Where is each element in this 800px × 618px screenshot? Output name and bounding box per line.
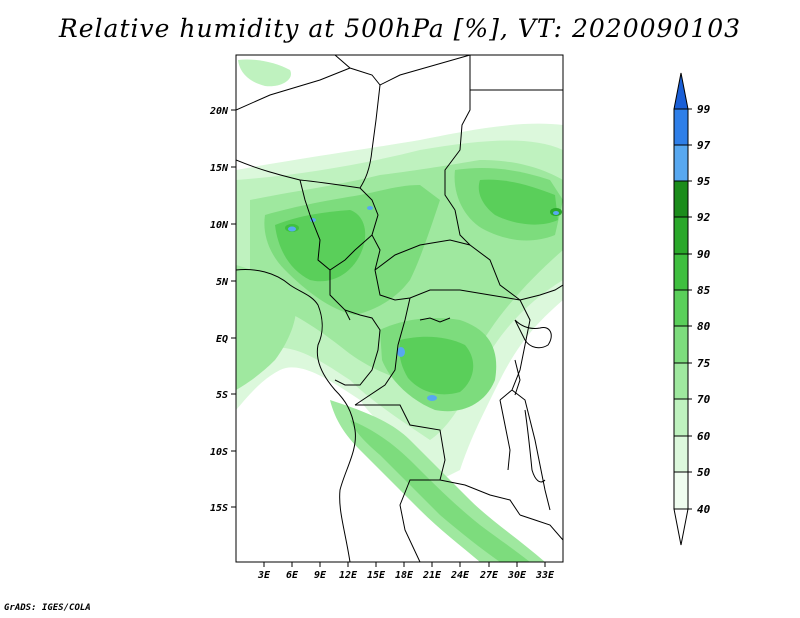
chart-title: Relative humidity at 500hPa [%], VT: 202… [58, 14, 742, 43]
lat-label: 10S [210, 447, 228, 458]
colorbar-label: 90 [697, 248, 711, 261]
colorbar-segment [673, 216, 689, 255]
colorbar-label: 40 [697, 503, 711, 516]
colorbar-label: 60 [697, 430, 711, 443]
grads-credit: GrADS: IGES/COLA [4, 603, 91, 613]
latitude-axis: 20N 15N 10N 5N EQ 5S 10S 15S [209, 106, 236, 514]
colorbar-label: 75 [697, 357, 711, 370]
colorbar-segment [673, 398, 689, 437]
lon-label: 21E [422, 570, 442, 581]
lon-label: 18E [395, 570, 414, 581]
country-borders [236, 55, 563, 562]
lon-label: 24E [450, 570, 470, 581]
colorbar-segment [673, 144, 689, 182]
colorbar-label: 97 [697, 139, 711, 152]
colorbar-segment [673, 289, 689, 327]
lat-label: 5S [216, 390, 228, 401]
lat-label: 5N [216, 277, 229, 288]
lon-label: 27E [479, 570, 499, 581]
colorbar-bottom-arrow [673, 508, 689, 546]
lat-label: 15S [210, 503, 228, 514]
lon-label: 9E [314, 570, 327, 581]
lon-label: 12E [339, 570, 358, 581]
lon-label: 30E [507, 570, 527, 581]
colorbar: 99 97 95 92 90 85 80 75 70 60 50 40 [673, 72, 711, 546]
colorbar-segment [673, 325, 689, 364]
colorbar-label: 95 [697, 175, 711, 188]
colorbar-segment [673, 253, 689, 291]
colorbar-label: 92 [697, 211, 711, 224]
map-frame [235, 54, 564, 563]
colorbar-label: 85 [697, 284, 711, 297]
lat-label: EQ [216, 334, 228, 345]
colorbar-label: 80 [697, 320, 711, 333]
colorbar-label: 70 [697, 393, 711, 406]
longitude-axis: 3E 6E 9E 12E 15E 18E 21E 24E 27E 30E 33E [257, 562, 555, 581]
colorbar-segment [673, 435, 689, 473]
colorbar-label: 50 [697, 466, 711, 479]
lon-label: 15E [367, 570, 386, 581]
humidity-field [236, 55, 563, 562]
colorbar-segment [673, 108, 689, 146]
colorbar-label: 99 [697, 103, 711, 116]
colorbar-segment [673, 180, 689, 218]
lon-label: 3E [257, 570, 271, 581]
lat-label: 10N [210, 220, 229, 231]
lon-label: 6E [286, 570, 299, 581]
colorbar-top-arrow [673, 72, 689, 110]
colorbar-segment [673, 362, 689, 400]
lon-label: 33E [535, 570, 555, 581]
lat-label: 15N [210, 163, 229, 174]
lat-label: 20N [209, 106, 229, 117]
colorbar-segment [673, 471, 689, 510]
